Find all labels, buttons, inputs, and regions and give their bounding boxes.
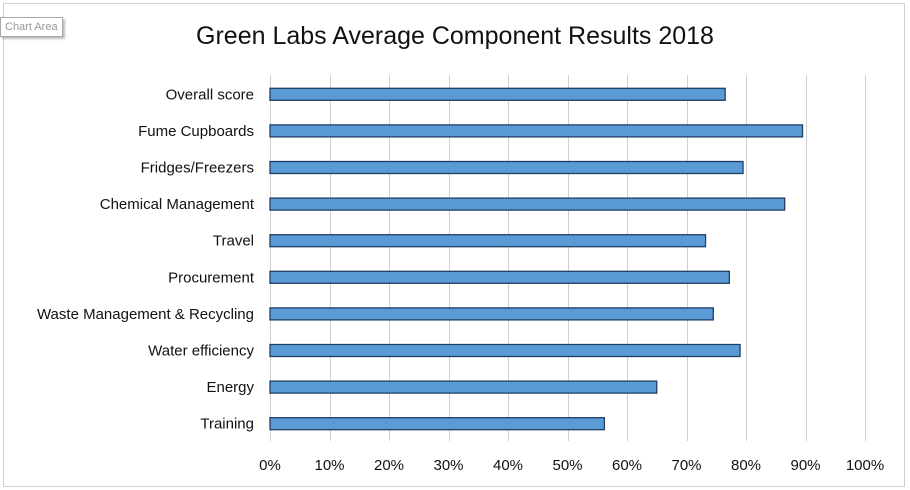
bar[interactable] (269, 307, 714, 321)
x-tick-label: 40% (493, 457, 523, 474)
x-tick-label: 10% (314, 457, 344, 474)
bar[interactable] (269, 380, 658, 394)
chart-title: Green Labs Average Component Results 201… (196, 22, 714, 50)
category-label: Procurement (168, 269, 255, 286)
x-tick-label: 100% (846, 457, 884, 474)
bar[interactable] (269, 417, 606, 431)
category-label: Travel (213, 233, 254, 250)
bar[interactable] (269, 197, 786, 211)
bar[interactable] (269, 87, 726, 101)
category-axis-labels: Overall score Fume Cupboards Fridges/Freez… (37, 86, 255, 432)
category-label: Water efficiency (148, 343, 254, 360)
x-tick-label: 0% (259, 457, 281, 474)
category-label: Training (200, 416, 254, 433)
bar[interactable] (269, 124, 804, 138)
bar[interactable] (269, 343, 741, 358)
x-tick-label: 50% (552, 457, 582, 474)
category-label: Overall score (166, 86, 254, 103)
value-axis-labels: 0% 10% 20% 30% 40% 50% 60% 70% 80% 90% 100% (259, 457, 884, 474)
bar[interactable] (269, 234, 707, 248)
category-label: Fridges/Freezers (141, 160, 254, 177)
bar[interactable] (269, 270, 730, 284)
x-tick-label: 60% (612, 457, 642, 474)
x-tick-label: 80% (731, 457, 761, 474)
category-label: Energy (206, 379, 254, 396)
x-tick-label: 20% (374, 457, 404, 474)
x-tick-label: 70% (671, 457, 701, 474)
bar-series (269, 87, 804, 431)
chart-area-tooltip: Chart Area (0, 17, 63, 37)
category-label: Waste Management & Recycling (37, 306, 254, 323)
bar[interactable] (269, 160, 744, 175)
category-label: Fume Cupboards (138, 123, 254, 140)
x-tick-label: 90% (790, 457, 820, 474)
category-label: Chemical Management (100, 196, 255, 213)
x-tick-label: 30% (433, 457, 463, 474)
